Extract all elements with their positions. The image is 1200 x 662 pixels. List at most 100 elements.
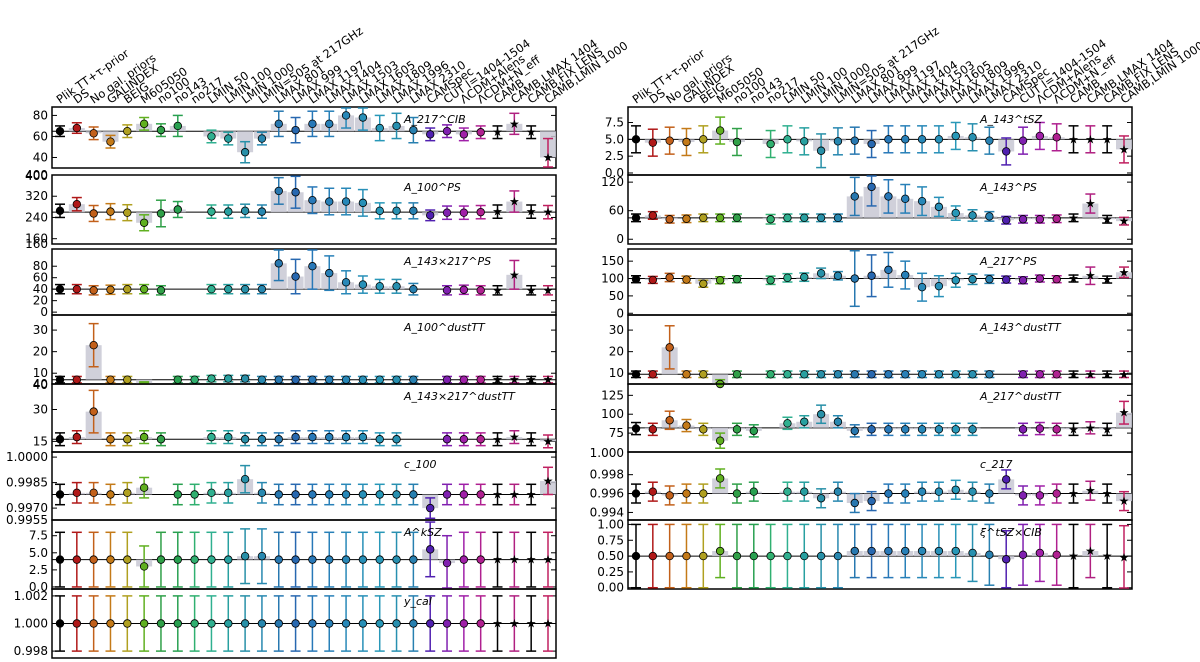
data-point	[1002, 475, 1011, 484]
data-point	[934, 370, 944, 379]
data-point	[766, 276, 775, 285]
y-tick-label: 0	[40, 305, 48, 319]
star-marker: ★	[1102, 212, 1113, 226]
data-point	[715, 436, 725, 445]
y-tick-label: 320	[25, 189, 48, 203]
y-tick-label: 0.25	[597, 565, 624, 579]
y-tick-label-top: 1.000	[590, 446, 624, 460]
data-point	[631, 213, 641, 223]
data-point	[833, 271, 843, 280]
y-tick-label: 0.50	[597, 549, 624, 563]
data-point	[139, 432, 149, 442]
data-point	[207, 284, 216, 294]
star-marker: ★	[526, 553, 537, 567]
data-point	[800, 137, 809, 146]
data-point	[476, 128, 485, 137]
data-point	[173, 619, 182, 628]
y-tick-label: 15	[33, 434, 48, 448]
data-point	[884, 489, 893, 498]
data-point	[409, 284, 418, 294]
data-point	[648, 211, 658, 220]
data-point	[867, 425, 876, 434]
data-point	[985, 550, 994, 560]
data-point	[224, 555, 233, 564]
star-marker: ★	[1119, 214, 1130, 228]
right-panel-11: 10 20 30 ★ ★ ★ ★ A_143^dustTT	[609, 314, 1133, 389]
data-point	[968, 548, 977, 558]
data-point	[291, 555, 300, 564]
data-point	[224, 374, 233, 383]
data-point	[459, 130, 469, 139]
panel-parameter-label: A_143×217^dustTT	[403, 390, 516, 403]
data-point	[715, 276, 725, 285]
data-point	[274, 119, 283, 129]
data-point	[291, 125, 300, 135]
star-marker: ★	[1085, 132, 1096, 146]
data-point	[426, 130, 435, 139]
data-point	[816, 213, 826, 223]
data-point	[89, 619, 98, 628]
star-marker: ★	[543, 283, 554, 297]
data-point	[850, 370, 859, 379]
data-point	[123, 555, 132, 564]
data-point	[156, 435, 166, 444]
data-point	[190, 490, 199, 499]
y-tick-label: 0.75	[597, 533, 624, 547]
data-point	[55, 126, 65, 136]
star-marker: ★	[1085, 197, 1096, 211]
data-point	[274, 435, 283, 444]
data-point	[240, 619, 250, 628]
data-point	[800, 272, 809, 282]
data-point	[106, 619, 115, 628]
data-point	[1035, 131, 1045, 141]
data-point	[442, 435, 452, 444]
data-point	[459, 375, 469, 384]
y-tick-label: 20	[609, 345, 624, 359]
data-point	[833, 417, 843, 426]
y-tick-label: 7.5	[29, 529, 48, 543]
star-marker: ★	[1119, 265, 1130, 279]
data-point	[985, 275, 994, 284]
data-point	[917, 283, 927, 292]
data-point	[274, 619, 283, 628]
data-point	[1018, 136, 1028, 145]
data-point	[867, 370, 876, 379]
y-tick-label: 0.996	[590, 487, 624, 501]
y-tick-label: 0.0	[605, 166, 624, 180]
data-point	[190, 555, 199, 564]
data-point	[392, 121, 401, 131]
data-point	[884, 265, 893, 275]
data-point	[55, 619, 65, 628]
data-point	[426, 619, 435, 628]
right-panel-12: 75 100 125 ★ ★ ★ ★ A_217^dustTT	[601, 383, 1133, 453]
data-point	[901, 370, 910, 379]
right-panel-14: 0.00 0.25 0.50 0.75 1.00 ★ ★ ★ ★ ξ^tSZ×CIB	[597, 517, 1133, 595]
star-marker: ★	[543, 205, 554, 219]
data-point	[699, 135, 708, 144]
panel-parameter-label: A_143^dustTT	[979, 321, 1062, 334]
data-point	[89, 340, 98, 350]
panel-parameter-label: c_100	[404, 458, 437, 471]
data-point	[426, 211, 435, 220]
y-tick-label: 30	[33, 403, 48, 417]
star-marker: ★	[1102, 549, 1113, 563]
star-marker: ★	[1085, 269, 1096, 283]
data-point	[257, 552, 267, 561]
data-point	[968, 275, 977, 284]
data-point	[240, 206, 250, 216]
data-point	[426, 545, 435, 554]
data-point	[783, 213, 792, 223]
data-point	[274, 186, 283, 196]
data-point	[139, 483, 149, 492]
panel-parameter-label: A_100^PS	[403, 181, 461, 194]
data-point	[392, 619, 401, 628]
data-point	[800, 417, 809, 426]
data-point	[1002, 555, 1011, 564]
data-point	[732, 425, 742, 434]
star-marker: ★	[1102, 132, 1113, 146]
data-point	[139, 619, 149, 628]
data-point	[867, 496, 876, 506]
data-point	[325, 619, 334, 628]
data-point	[325, 555, 334, 564]
data-point	[459, 619, 469, 628]
